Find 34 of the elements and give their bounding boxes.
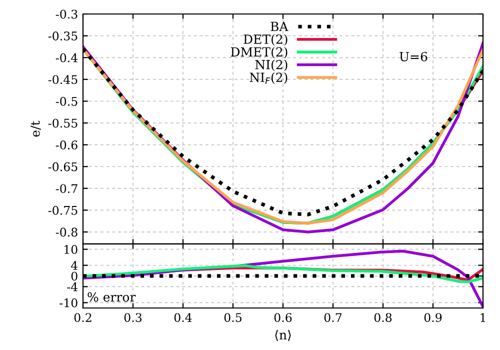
y-tick-label: 4 [70,261,78,270]
y-tick-label: 0 [71,272,78,281]
annotation: % error [88,292,136,302]
y-tick-label: -0.7 [56,184,78,194]
x-tick-label: 0.8 [374,313,392,322]
y-tick-label: -0.45 [48,75,78,84]
y-tick-label: -0.35 [48,32,78,40]
legend-label: DMET(2) [230,46,288,58]
legend-label: NI$_{F}$(2) [250,72,288,84]
annotation: U=6 [400,52,428,62]
y-tick-label: -0.55 [48,118,78,128]
y-tick-label: -0.6 [56,140,78,150]
y-tick-label: -0.5 [56,96,78,106]
y-tick-label: -10 [60,298,78,308]
y-axis-title: e/t [30,120,41,137]
x-tick-label: 0.2 [74,313,92,322]
x-tick-label: 1 [480,313,486,322]
y-tick-label: -4 [67,282,78,292]
y-tick-label: -0.4 [56,53,78,62]
x-tick-label: 0.6 [274,313,292,322]
x-tick-label: 0.9 [424,313,442,322]
x-tick-label: 0.7 [324,313,342,322]
x-tick-label: 0.3 [124,313,142,322]
y-tick-label: -0.65 [48,162,78,172]
legend-label: BA [270,22,288,31]
x-tick-label: 0.5 [224,313,242,322]
y-tick-label: -0.8 [56,228,78,237]
legend-label: DET(2) [244,34,288,46]
legend-label: NI(2) [255,60,288,72]
x-tick-label: 0.4 [174,313,192,322]
x-axis-title: ⟨n⟩ [275,330,291,341]
y-tick-label: -0.3 [56,10,78,19]
y-tick-label: 10 [64,245,78,254]
y-tick-label: -0.75 [48,206,78,215]
